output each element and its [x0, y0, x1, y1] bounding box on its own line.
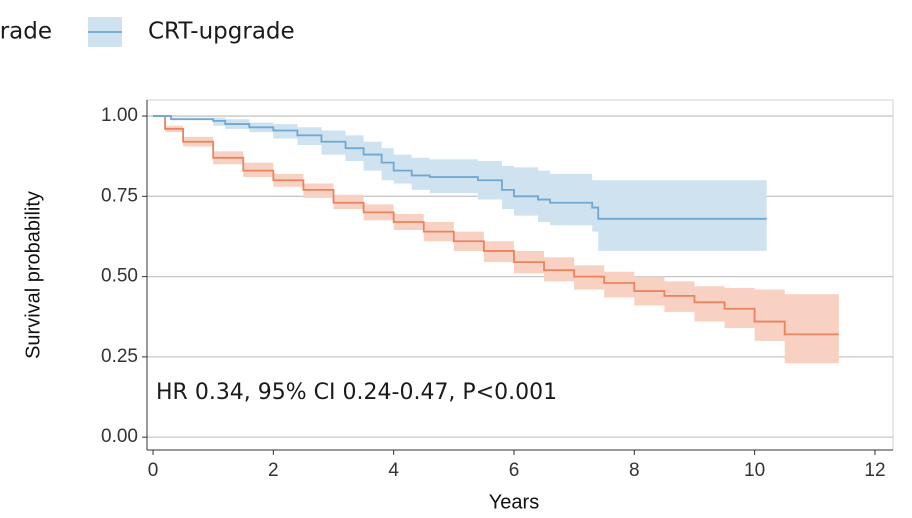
y-tick-label: 0.25 — [101, 346, 138, 367]
y-tick-label: 0.75 — [101, 185, 138, 206]
legend-label: CRT-upgrade — [148, 19, 295, 45]
y-tick-label: 0.00 — [101, 426, 138, 447]
legend-label: rade — [0, 19, 52, 45]
x-axis-title: Years — [489, 491, 539, 513]
x-tick-label: 10 — [744, 460, 765, 481]
plot-frame — [146, 99, 894, 451]
x-tick-label: 2 — [268, 460, 279, 481]
y-tick-label: 1.00 — [101, 105, 138, 126]
annotation: HR 0.34, 95% CI 0.24-0.47, P<0.001 — [156, 380, 557, 405]
x-tick-label: 0 — [148, 460, 159, 481]
survival-line — [153, 115, 839, 336]
x-tick-label: 6 — [509, 460, 520, 481]
survival-line — [153, 115, 767, 220]
x-tick-label: 12 — [864, 460, 885, 481]
confidence-band — [153, 116, 767, 251]
x-tick-label: 4 — [388, 460, 399, 481]
x-tick-label: 8 — [629, 460, 640, 481]
confidence-band — [153, 116, 839, 364]
y-axis-title: Survival probability — [22, 191, 44, 359]
y-tick-label: 0.50 — [101, 266, 138, 287]
